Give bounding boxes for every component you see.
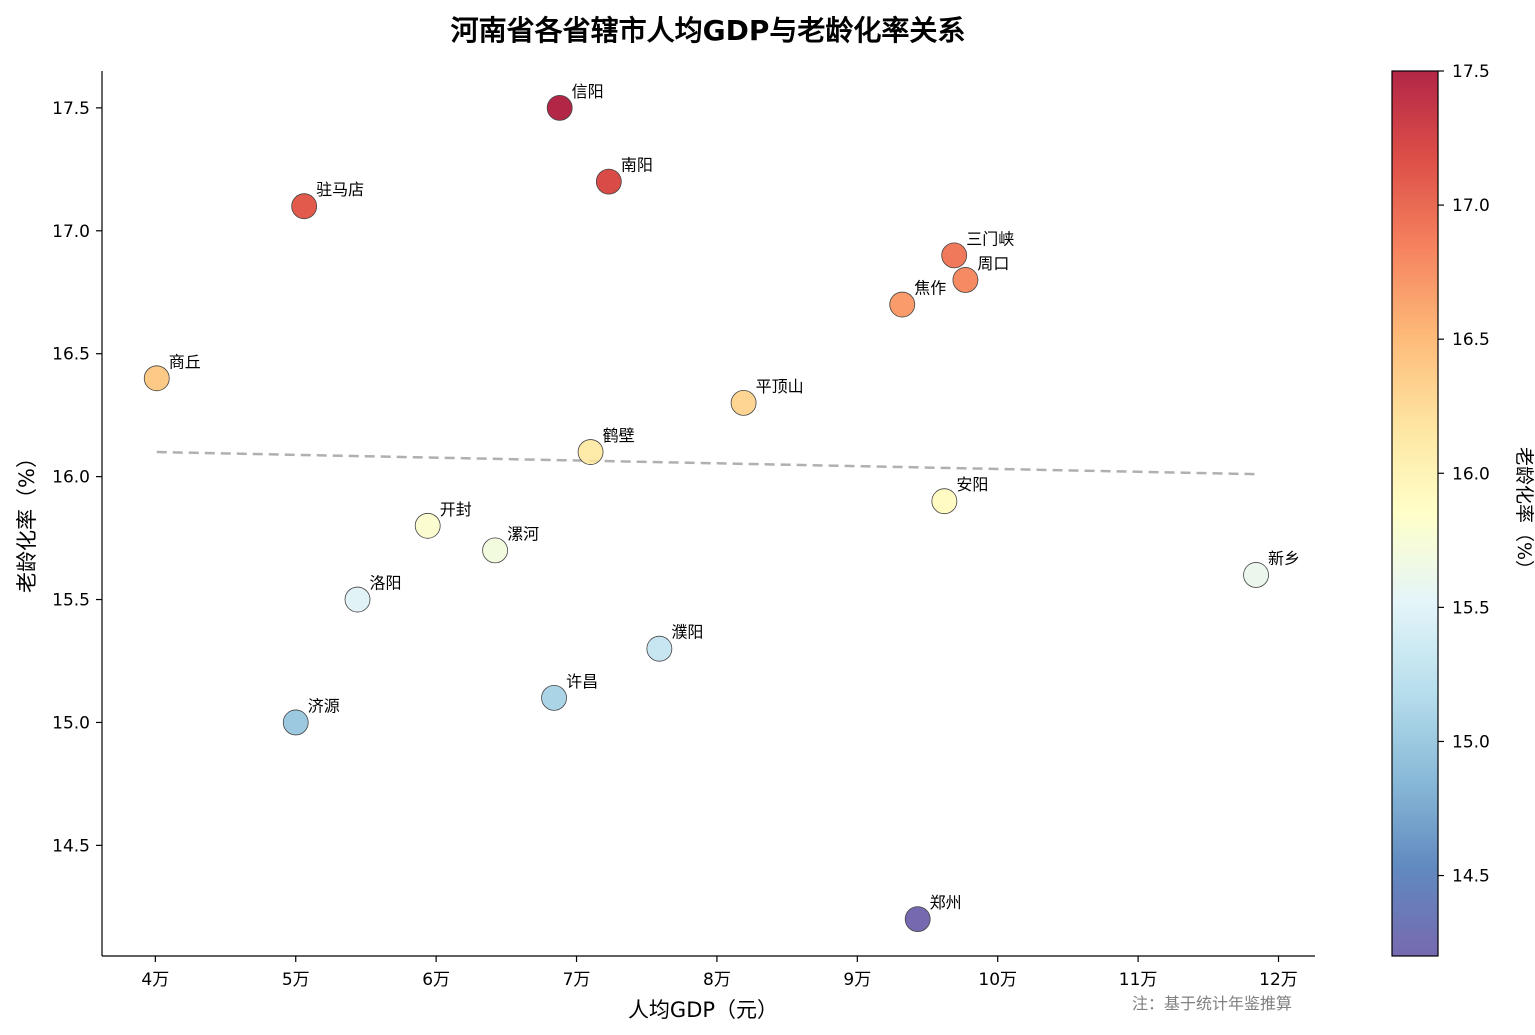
- y-tick-label: 17.0: [52, 222, 90, 242]
- x-tick-label: 10万: [978, 970, 1017, 990]
- x-tick-label: 6万: [422, 970, 450, 990]
- data-point-label: 商丘: [169, 352, 201, 371]
- y-tick-label: 14.5: [52, 836, 90, 856]
- data-point-label: 驻马店: [316, 180, 364, 199]
- colorbar-tick-label: 16.5: [1452, 330, 1490, 350]
- data-point-label: 许昌: [566, 672, 598, 691]
- y-tick-label: 15.0: [52, 713, 90, 733]
- data-point-label: 南阳: [621, 156, 653, 175]
- data-point-label: 信阳: [572, 82, 604, 101]
- data-point: [541, 684, 567, 711]
- x-tick-label: 5万: [282, 970, 310, 990]
- colorbar-tick-label: 17.5: [1452, 62, 1490, 82]
- chart-note: 注：基于统计年鉴推算: [1132, 994, 1292, 1013]
- x-axis: 4万 5万 6万 7万 8万 9万 10万 11万 12万: [102, 955, 1315, 990]
- data-point-label: 漯河: [507, 524, 539, 543]
- colorbar-tick-label: 14.5: [1452, 867, 1490, 887]
- y-tick-label: 16.5: [52, 345, 90, 365]
- data-point: [646, 635, 673, 662]
- chart-title: 河南省各省辖市人均GDP与老龄化率关系: [451, 14, 966, 47]
- data-point: [1243, 562, 1269, 588]
- data-point-label: 焦作: [914, 279, 946, 298]
- x-tick-label: 4万: [141, 970, 169, 990]
- colorbar-tick-label: 15.5: [1452, 598, 1490, 618]
- colorbar: 14.5 15.0 15.5 16.0 16.5 17.0 17.5 老龄化率（%）: [1391, 62, 1535, 957]
- x-axis-label: 人均GDP（元）: [628, 998, 778, 1022]
- data-point: [291, 193, 318, 220]
- data-point: [889, 291, 916, 318]
- x-tick-label: 9万: [843, 970, 871, 990]
- data-point: [904, 906, 931, 933]
- y-axis-label: 老龄化率（%）: [15, 447, 39, 593]
- x-tick-label: 12万: [1259, 970, 1298, 990]
- data-point: [282, 709, 309, 736]
- data-point-label: 安阳: [956, 475, 988, 494]
- data-point: [931, 488, 958, 515]
- data-point: [952, 267, 979, 293]
- data-point: [941, 242, 968, 269]
- data-point: [546, 94, 573, 121]
- y-axis: 14.5 15.0 15.5 16.0 16.5 17.0 17.5: [52, 71, 103, 956]
- data-point-label: 洛阳: [370, 574, 402, 593]
- data-point-label: 济源: [308, 696, 340, 715]
- data-point-label: 平顶山: [756, 377, 804, 396]
- y-tick-label: 17.5: [52, 99, 90, 119]
- x-tick-label: 11万: [1119, 970, 1158, 990]
- data-point-label: 濮阳: [671, 623, 703, 642]
- colorbar-tick-label: 17.0: [1452, 196, 1490, 216]
- data-point: [730, 389, 757, 416]
- data-point-label: 开封: [440, 500, 472, 519]
- data-point: [344, 586, 371, 613]
- data-point-label: 郑州: [930, 893, 962, 912]
- data-point-label: 新乡: [1268, 549, 1300, 568]
- colorbar-gradient: [1391, 70, 1439, 957]
- data-point-label: 周口: [977, 254, 1009, 273]
- colorbar-tick-label: 15.0: [1452, 732, 1490, 752]
- x-tick-label: 8万: [703, 970, 731, 990]
- data-point: [143, 365, 170, 392]
- colorbar-ticks: 14.5 15.0 15.5 16.0 16.5 17.0 17.5: [1438, 62, 1490, 887]
- colorbar-tick-label: 16.0: [1452, 464, 1490, 484]
- y-tick-label: 15.5: [52, 591, 90, 611]
- x-tick-label: 7万: [563, 970, 591, 990]
- data-point-label: 三门峡: [966, 229, 1014, 248]
- data-point: [414, 512, 441, 539]
- colorbar-label: 老龄化率（%）: [1513, 447, 1535, 579]
- data-point-label: 鹤壁: [603, 426, 635, 445]
- data-point: [577, 439, 604, 465]
- y-tick-label: 16.0: [52, 468, 90, 488]
- data-point: [595, 168, 622, 195]
- trend-line: [156, 450, 1257, 476]
- data-point: [482, 537, 509, 564]
